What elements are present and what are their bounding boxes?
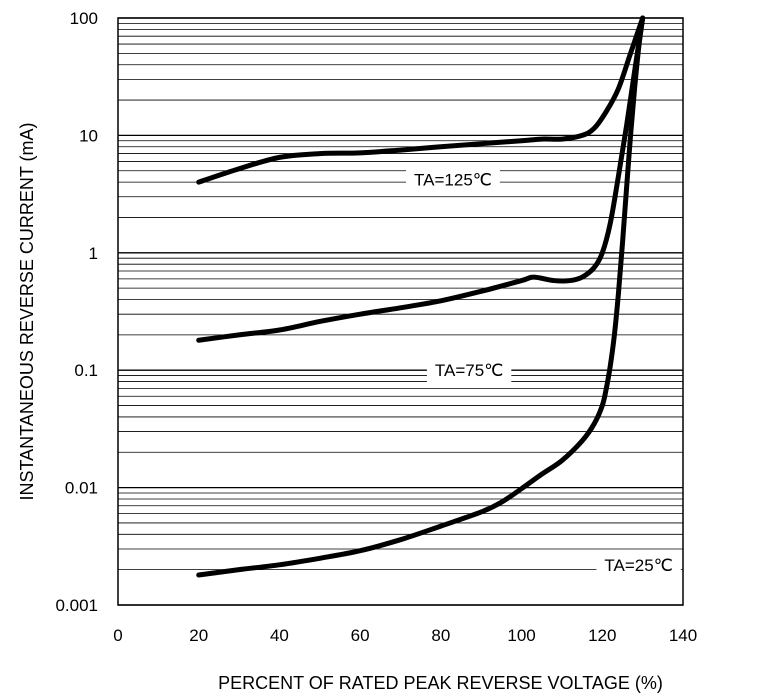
annotation-text: TA=25℃ (604, 556, 672, 575)
annotation-text: TA=75℃ (435, 361, 503, 380)
y-tick-label: 0.1 (74, 361, 98, 380)
y-tick-labels: 0.001 0.01 0.1 1 10 100 (55, 9, 98, 615)
x-tick-label: 20 (189, 626, 208, 645)
annotation-background (406, 168, 500, 192)
x-tick-label: 80 (431, 626, 450, 645)
annotations: TA=125℃ TA=75℃ TA=25℃ (406, 168, 681, 577)
y-tick-label: 0.01 (65, 479, 98, 498)
series-line-1 (196, 15, 646, 343)
y-axis-title: INSTANTANEOUS REVERSE CURRENT (mA) (17, 122, 37, 500)
series-line-0 (196, 15, 646, 185)
minor-grid (118, 22, 683, 571)
x-tick-labels: 0 20 40 60 80 100 120 140 (113, 626, 697, 645)
x-tick-label: 100 (507, 626, 535, 645)
annotation-background (426, 359, 512, 383)
y-tick-label: 1 (89, 244, 98, 263)
annotation-background (596, 553, 681, 577)
annotation-label-2: TA=25℃ (596, 553, 681, 577)
y-tick-label: 10 (79, 126, 98, 145)
x-axis-title: PERCENT OF RATED PEAK REVERSE VOLTAGE (%… (218, 673, 663, 693)
annotation-text: TA=125℃ (414, 171, 492, 190)
x-tick-label: 60 (351, 626, 370, 645)
x-tick-label: 0 (113, 626, 122, 645)
y-tick-label: 100 (70, 9, 98, 28)
x-tick-label: 140 (669, 626, 697, 645)
x-tick-label: 120 (588, 626, 616, 645)
plot-frame (117, 17, 684, 606)
series-line-2 (196, 15, 646, 578)
annotation-label-0: TA=125℃ (406, 168, 500, 192)
series-lines (196, 15, 646, 578)
x-tick-label: 40 (270, 626, 289, 645)
y-tick-label: 0.001 (55, 596, 98, 615)
major-grid (118, 17, 683, 606)
annotation-label-1: TA=75℃ (426, 359, 512, 383)
